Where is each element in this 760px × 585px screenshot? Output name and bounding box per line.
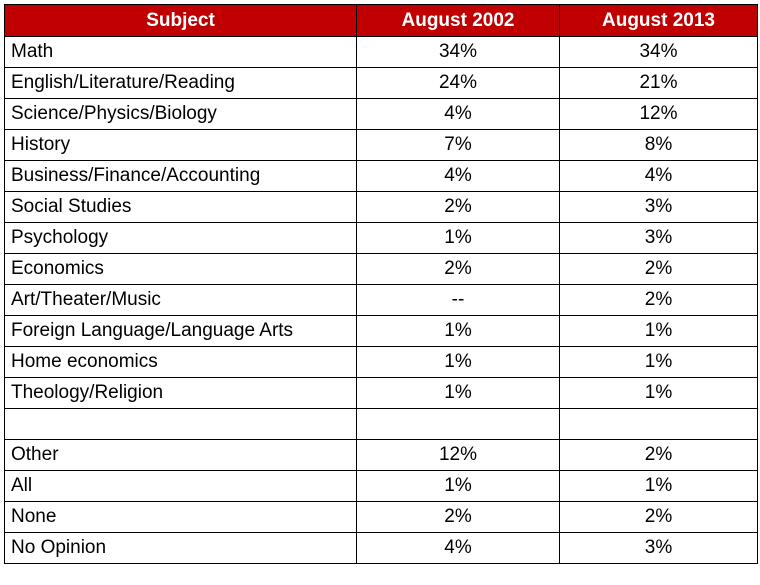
subject-cell: Theology/Religion — [4, 377, 357, 409]
table-row: All 1% 1% — [4, 470, 758, 502]
august-2013-value-cell: 12% — [559, 98, 758, 130]
august-2013-value-cell: 1% — [559, 470, 758, 502]
table-row — [4, 408, 758, 440]
august-2013-value-cell: 2% — [559, 439, 758, 471]
table-row: Psychology 1% 3% — [4, 222, 758, 254]
august-2002-value-cell: 2% — [356, 501, 560, 533]
subject-cell: Psychology — [4, 222, 357, 254]
august-2013-value-cell: 2% — [559, 501, 758, 533]
august-2013-value-cell: 1% — [559, 346, 758, 378]
august-2002-value-cell: 34% — [356, 36, 560, 68]
august-2013-value-cell — [559, 408, 758, 440]
august-2013-value-cell: 3% — [559, 532, 758, 564]
table-row: Theology/Religion 1% 1% — [4, 377, 758, 409]
subject-cell: All — [4, 470, 357, 502]
column-header-august-2013: August 2013 — [559, 4, 758, 37]
subject-cell: Science/Physics/Biology — [4, 98, 357, 130]
august-2013-value-cell: 2% — [559, 284, 758, 316]
column-header-august-2002: August 2002 — [356, 4, 560, 37]
august-2013-value-cell: 3% — [559, 191, 758, 223]
august-2013-value-cell: 34% — [559, 36, 758, 68]
august-2002-value-cell: 4% — [356, 532, 560, 564]
august-2002-value-cell: -- — [356, 284, 560, 316]
table-row: Science/Physics/Biology 4% 12% — [4, 98, 758, 130]
column-header-subject: Subject — [4, 4, 357, 37]
august-2002-value-cell: 4% — [356, 160, 560, 192]
august-2002-value-cell: 1% — [356, 470, 560, 502]
subject-cell: History — [4, 129, 357, 161]
august-2002-value-cell: 4% — [356, 98, 560, 130]
august-2002-value-cell — [356, 408, 560, 440]
table-row: Business/Finance/Accounting 4% 4% — [4, 160, 758, 192]
august-2002-value-cell: 7% — [356, 129, 560, 161]
subject-cell: Home economics — [4, 346, 357, 378]
table-body: Math 34% 34% English/Literature/Reading 24% 2… — [4, 36, 758, 564]
august-2013-value-cell: 2% — [559, 253, 758, 285]
august-2002-value-cell: 2% — [356, 253, 560, 285]
subject-cell: None — [4, 501, 357, 533]
table-row: None 2% 2% — [4, 501, 758, 533]
august-2002-value-cell: 12% — [356, 439, 560, 471]
table-row: Foreign Language/Language Arts 1% 1% — [4, 315, 758, 347]
august-2013-value-cell: 1% — [559, 377, 758, 409]
table-row: Math 34% 34% — [4, 36, 758, 68]
subject-cell: Other — [4, 439, 357, 471]
august-2002-value-cell: 2% — [356, 191, 560, 223]
subject-cell: No Opinion — [4, 532, 357, 564]
subject-cell: Math — [4, 36, 357, 68]
august-2002-value-cell: 1% — [356, 315, 560, 347]
table-row: Home economics 1% 1% — [4, 346, 758, 378]
data-table-container: Subject August 2002 August 2013 Math 34% 3… — [4, 4, 758, 564]
table-row: Art/Theater/Music -- 2% — [4, 284, 758, 316]
subject-cell: Economics — [4, 253, 357, 285]
august-2013-value-cell: 3% — [559, 222, 758, 254]
august-2013-value-cell: 4% — [559, 160, 758, 192]
subject-cell: Business/Finance/Accounting — [4, 160, 357, 192]
subject-cell: English/Literature/Reading — [4, 67, 357, 99]
august-2002-value-cell: 24% — [356, 67, 560, 99]
august-2013-value-cell: 1% — [559, 315, 758, 347]
table-row: English/Literature/Reading 24% 21% — [4, 67, 758, 99]
subject-cell — [4, 408, 357, 440]
subject-percentage-table: Subject August 2002 August 2013 Math 34% 3… — [4, 4, 758, 564]
august-2002-value-cell: 1% — [356, 222, 560, 254]
header-row: Subject August 2002 August 2013 — [4, 4, 758, 37]
table-row: History 7% 8% — [4, 129, 758, 161]
august-2013-value-cell: 21% — [559, 67, 758, 99]
table-row: Economics 2% 2% — [4, 253, 758, 285]
table-row: Other 12% 2% — [4, 439, 758, 471]
table-row: No Opinion 4% 3% — [4, 532, 758, 564]
table-row: Social Studies 2% 3% — [4, 191, 758, 223]
august-2013-value-cell: 8% — [559, 129, 758, 161]
august-2002-value-cell: 1% — [356, 346, 560, 378]
subject-cell: Social Studies — [4, 191, 357, 223]
august-2002-value-cell: 1% — [356, 377, 560, 409]
subject-cell: Foreign Language/Language Arts — [4, 315, 357, 347]
subject-cell: Art/Theater/Music — [4, 284, 357, 316]
